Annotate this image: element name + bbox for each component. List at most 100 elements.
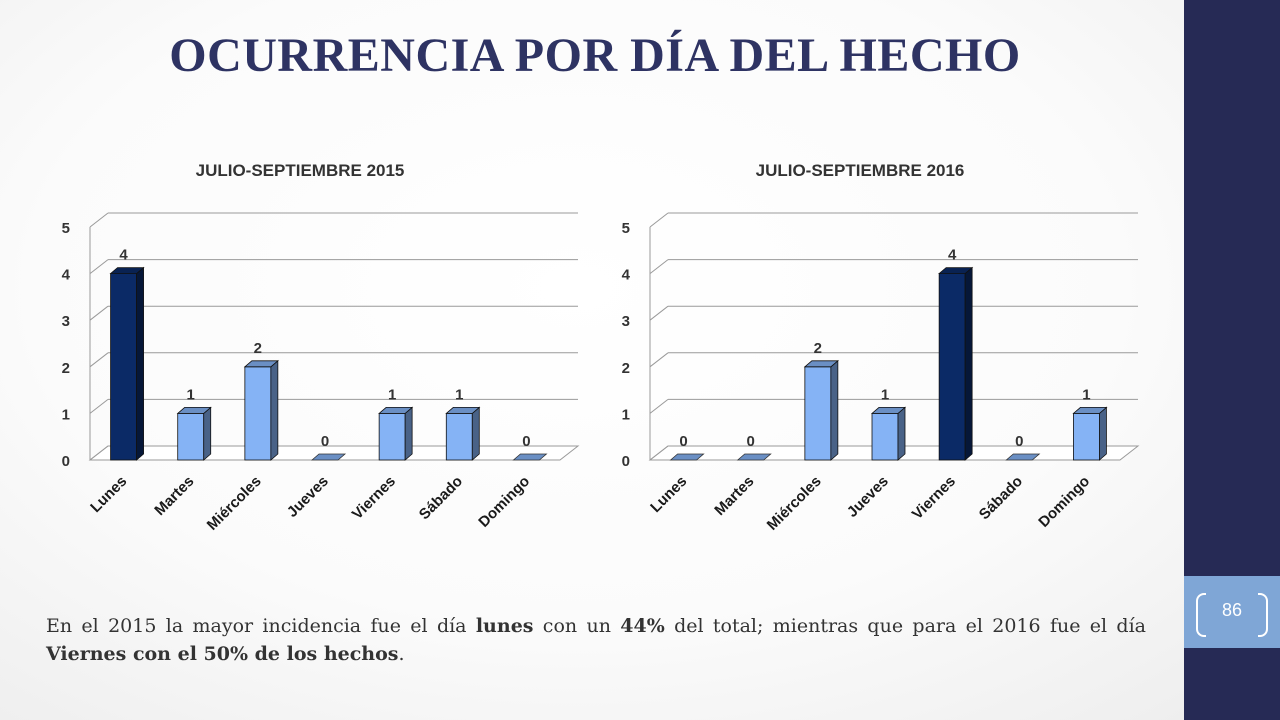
bar-front xyxy=(938,273,966,461)
data-label: 1 xyxy=(455,386,463,403)
gridline-depth xyxy=(89,399,109,414)
bar-side xyxy=(404,406,413,461)
gridline-depth xyxy=(89,352,109,368)
gridline-depth xyxy=(89,259,109,274)
bar xyxy=(243,359,279,461)
gridline-depth xyxy=(649,212,669,228)
bar-top xyxy=(378,406,414,414)
bar-front xyxy=(804,366,832,461)
bar-front xyxy=(871,412,899,461)
data-label: 0 xyxy=(747,433,755,450)
bar xyxy=(938,266,974,461)
y-tick-label: 3 xyxy=(622,313,630,330)
bar-top xyxy=(1072,406,1108,414)
bar-side xyxy=(830,359,839,461)
bar-top xyxy=(803,360,839,368)
data-label: 2 xyxy=(814,340,822,357)
data-label: 4 xyxy=(948,247,957,264)
bar xyxy=(669,453,705,461)
y-tick-label: 4 xyxy=(622,267,631,284)
footer-text-part: con un xyxy=(533,615,621,637)
data-label: 1 xyxy=(187,386,195,403)
x-tick-label: Martes xyxy=(711,473,757,519)
y-tick-label: 5 xyxy=(622,220,630,237)
slide-title: OCURRENCIA POR DÍA DEL HECHO xyxy=(169,29,1021,82)
data-label: 2 xyxy=(254,340,262,357)
gridline-depth xyxy=(649,352,669,368)
footer-text-part: En el 2015 la mayor incidencia fue el dí… xyxy=(46,615,476,637)
x-tick-label: Miércoles xyxy=(764,473,825,534)
bar-front xyxy=(244,366,272,461)
data-label: 0 xyxy=(1015,433,1023,450)
footer-text-part: del total; mientras que para el 2016 fue… xyxy=(664,615,1147,637)
data-label: 1 xyxy=(1082,386,1090,403)
chart-title: JULIO-SEPTIEMBRE 2015 xyxy=(196,161,405,180)
footer-highlight-2016: Viernes con el 50% de los hechos xyxy=(46,643,399,665)
chart-2016: JULIO-SEPTIEMBRE 2016 0 1 2 3 4 5 0 Lunes 0 Martes… xyxy=(580,140,1140,580)
bar-flat xyxy=(512,453,548,461)
chart-2015: JULIO-SEPTIEMBRE 2015 0 1 2 3 4 5 4 Lunes 1 Martes… xyxy=(20,140,580,580)
bar xyxy=(445,406,481,461)
bar-flat xyxy=(310,453,347,461)
footer-text: En el 2015 la mayor incidencia fue el dí… xyxy=(46,612,1146,668)
x-tick-label: Domingo xyxy=(475,473,533,531)
y-tick-label: 4 xyxy=(62,267,71,284)
y-tick-label: 2 xyxy=(62,360,70,377)
bar xyxy=(803,359,839,461)
bar-top xyxy=(445,406,481,414)
bar-side xyxy=(136,266,144,461)
chart-2016-svg: JULIO-SEPTIEMBRE 2016 0 1 2 3 4 5 0 Lunes 0 Martes… xyxy=(622,161,1140,534)
y-tick-label: 3 xyxy=(62,313,70,330)
bar-top xyxy=(938,267,974,275)
y-tick-label: 2 xyxy=(622,360,630,377)
x-tick-label: Jueves xyxy=(844,473,892,521)
gridline-depth xyxy=(649,259,669,274)
gridline-depth xyxy=(649,445,669,461)
page-number-badge: 86 xyxy=(1184,576,1280,648)
bar xyxy=(1005,453,1041,461)
y-tick-label: 1 xyxy=(62,406,70,423)
bar-top xyxy=(109,267,145,275)
bar-front xyxy=(177,412,205,461)
data-label: 1 xyxy=(388,386,396,403)
bar-top xyxy=(176,406,212,414)
bar-side xyxy=(471,406,480,461)
x-tick-label: Sábado xyxy=(416,473,466,523)
bar-top xyxy=(870,406,907,414)
bar xyxy=(736,453,772,461)
x-tick-label: Sábado xyxy=(976,473,1026,523)
bar-side xyxy=(1099,406,1107,461)
y-tick-label: 0 xyxy=(62,453,70,470)
footer-highlight-percent-2015: 44% xyxy=(620,615,665,637)
bar-side xyxy=(897,406,906,461)
data-label: 0 xyxy=(679,433,687,450)
gridline-depth xyxy=(89,445,109,461)
x-tick-label: Domingo xyxy=(1035,473,1093,531)
x-tick-label: Viernes xyxy=(909,473,959,523)
bar-front xyxy=(445,412,473,461)
bar xyxy=(378,406,414,461)
bar xyxy=(870,406,907,461)
bar-flat xyxy=(736,453,772,461)
x-tick-label: Miércoles xyxy=(204,473,265,534)
bar xyxy=(1072,406,1108,461)
y-tick-label: 1 xyxy=(622,406,630,423)
gridline-depth xyxy=(649,399,669,414)
bar xyxy=(176,406,212,461)
page-number: 86 xyxy=(1221,600,1243,620)
bar-flat xyxy=(1005,453,1041,461)
x-tick-label: Martes xyxy=(151,473,197,519)
bar-side xyxy=(270,359,279,461)
bar-front xyxy=(378,412,406,461)
bar-side xyxy=(964,266,973,461)
bar-front xyxy=(1073,412,1100,461)
gridline-depth xyxy=(89,305,109,321)
bar-top xyxy=(243,360,279,368)
x-tick-label: Lunes xyxy=(87,473,130,516)
data-label: 0 xyxy=(522,433,530,450)
chart-2015-svg: JULIO-SEPTIEMBRE 2015 0 1 2 3 4 5 4 Lunes 1 Martes… xyxy=(62,161,580,534)
bar xyxy=(512,453,548,461)
left-bracket-icon xyxy=(1196,593,1206,637)
x-tick-label: Viernes xyxy=(349,473,399,523)
data-label: 1 xyxy=(881,386,889,403)
